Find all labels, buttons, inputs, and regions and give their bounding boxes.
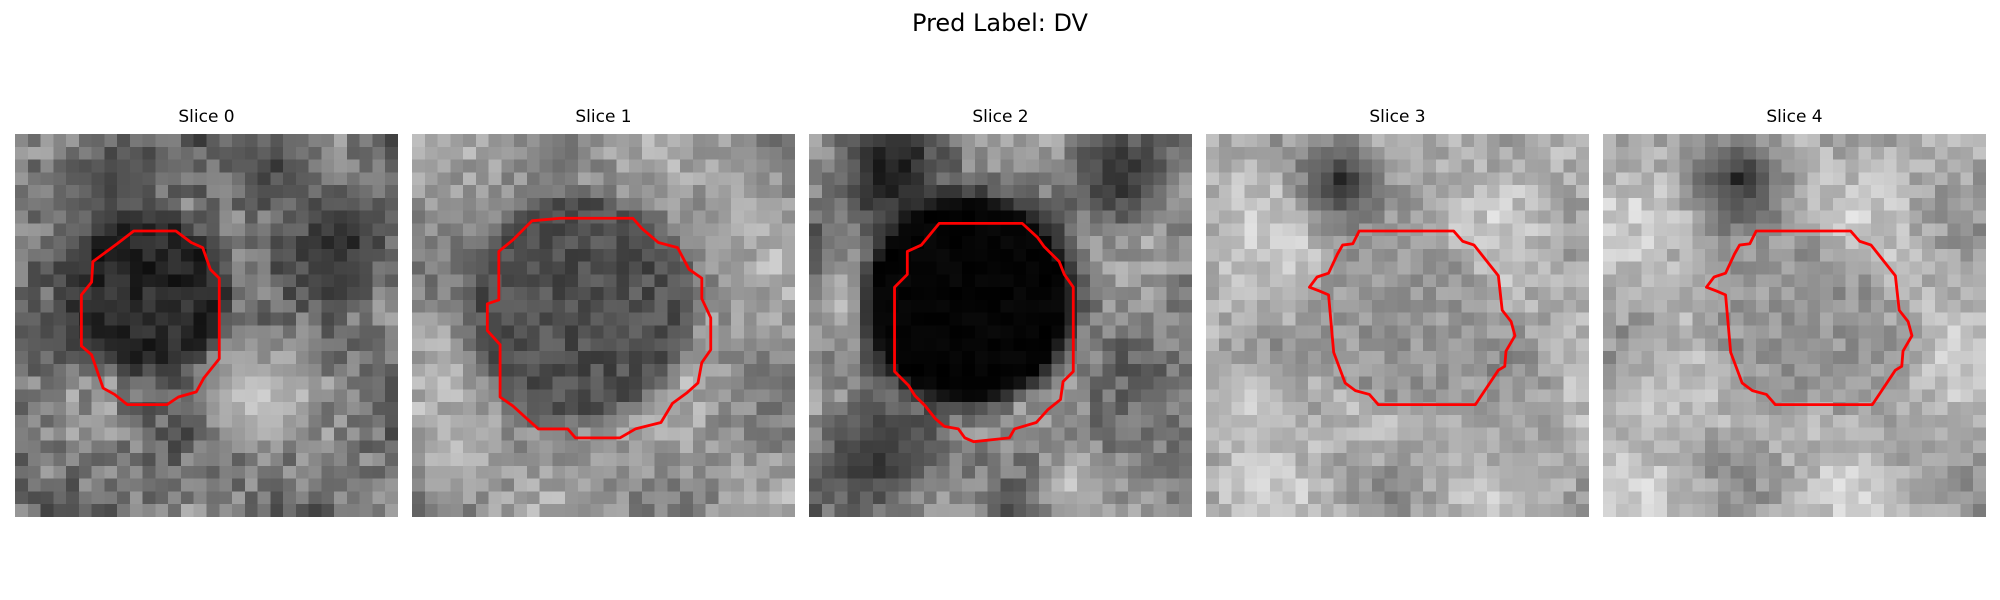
slice-panel-1: Slice 1: [412, 107, 795, 517]
slice-panel-2: Slice 2: [809, 107, 1192, 517]
segmentation-contour: [485, 216, 713, 440]
slice-image: [1206, 134, 1589, 517]
slice-panel-0: Slice 0: [15, 107, 398, 517]
slice-title: Slice 4: [1766, 107, 1823, 127]
contour-line: [79, 229, 221, 407]
segmentation-contour: [1705, 229, 1914, 407]
figure-title: Pred Label: DV: [912, 9, 1088, 37]
slice-panel-4: Slice 4: [1603, 107, 1986, 517]
segmentation-contour: [1308, 229, 1517, 407]
contour-line: [1705, 229, 1914, 407]
slice-image: [15, 134, 398, 517]
contour-line: [485, 216, 713, 440]
segmentation-contour: [79, 229, 221, 407]
slice-panel-3: Slice 3: [1206, 107, 1589, 517]
slice-title: Slice 3: [1369, 107, 1426, 127]
contour-line: [893, 221, 1075, 444]
segmentation-contour: [893, 221, 1075, 444]
slice-image: [412, 134, 795, 517]
slice-title: Slice 1: [575, 107, 632, 127]
slice-image: [1603, 134, 1986, 517]
slice-title: Slice 0: [178, 107, 235, 127]
slice-image: [809, 134, 1192, 517]
contour-line: [1308, 229, 1517, 407]
slice-title: Slice 2: [972, 107, 1029, 127]
